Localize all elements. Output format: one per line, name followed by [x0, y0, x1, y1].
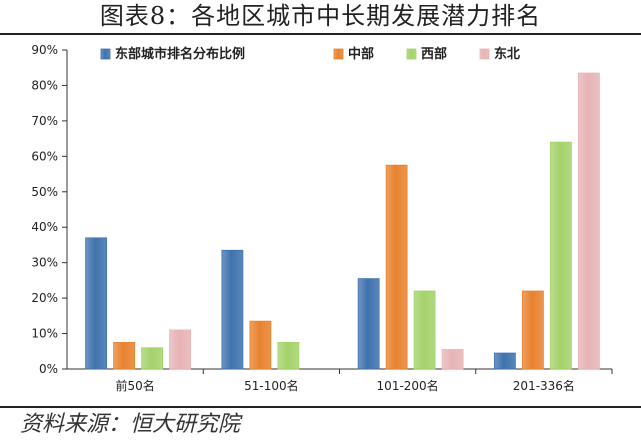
bar [113, 342, 136, 370]
source-divider [0, 406, 641, 408]
chart-axes: 0% 10% 20% 30% 40% 50% 60% 70% 80% 90% 前50名 51-100名… [31, 43, 613, 393]
bar [169, 329, 192, 370]
bar [521, 290, 544, 370]
x-tick-label: 201-336名 [513, 378, 575, 393]
y-tick-label: 40% [31, 220, 58, 234]
x-tick-label: 101-200名 [377, 378, 439, 393]
bar [85, 237, 108, 370]
legend-label: 中部 [348, 46, 374, 62]
bar [249, 320, 272, 370]
legend-swatch [406, 48, 417, 60]
x-tick-label: 51-100名 [244, 378, 299, 393]
legend-swatch [100, 48, 111, 60]
y-tick-label: 30% [31, 256, 58, 270]
chart-legend: 东部城市排名分布比例 中部 西部 东北 [100, 46, 520, 62]
y-tick-label: 80% [31, 78, 58, 92]
y-tick-label: 70% [31, 114, 58, 128]
legend-label: 东北 [494, 46, 520, 62]
y-tick-label: 20% [31, 291, 58, 305]
source-note: 资料来源：恒大研究院 [20, 412, 241, 437]
title-divider [0, 33, 641, 35]
bar-chart: 0% 10% 20% 30% 40% 50% 60% 70% 80% 90% 前50名 51-100名… [31, 43, 613, 393]
chart-title: 图表8：各地区城市中长期发展潜力排名 [99, 2, 542, 30]
y-tick-label: 50% [31, 185, 58, 199]
legend-label: 东部城市排名分布比例 [115, 46, 245, 62]
y-tick-label: 90% [31, 43, 58, 57]
bar [277, 342, 300, 370]
chart-bars [85, 72, 600, 370]
bar [549, 141, 572, 370]
bar [441, 349, 464, 370]
y-tick-label: 0% [39, 362, 58, 376]
bar [577, 72, 600, 370]
bar [493, 352, 516, 370]
bar [357, 278, 380, 370]
bar [221, 249, 244, 370]
bar [385, 164, 408, 370]
legend-swatch [479, 48, 490, 60]
bar [413, 290, 436, 370]
legend-swatch [333, 48, 344, 60]
bar [141, 347, 164, 370]
y-tick-label: 60% [31, 149, 58, 163]
x-tick-label: 前50名 [115, 378, 154, 393]
legend-label: 西部 [421, 46, 447, 62]
y-tick-label: 10% [31, 327, 58, 341]
